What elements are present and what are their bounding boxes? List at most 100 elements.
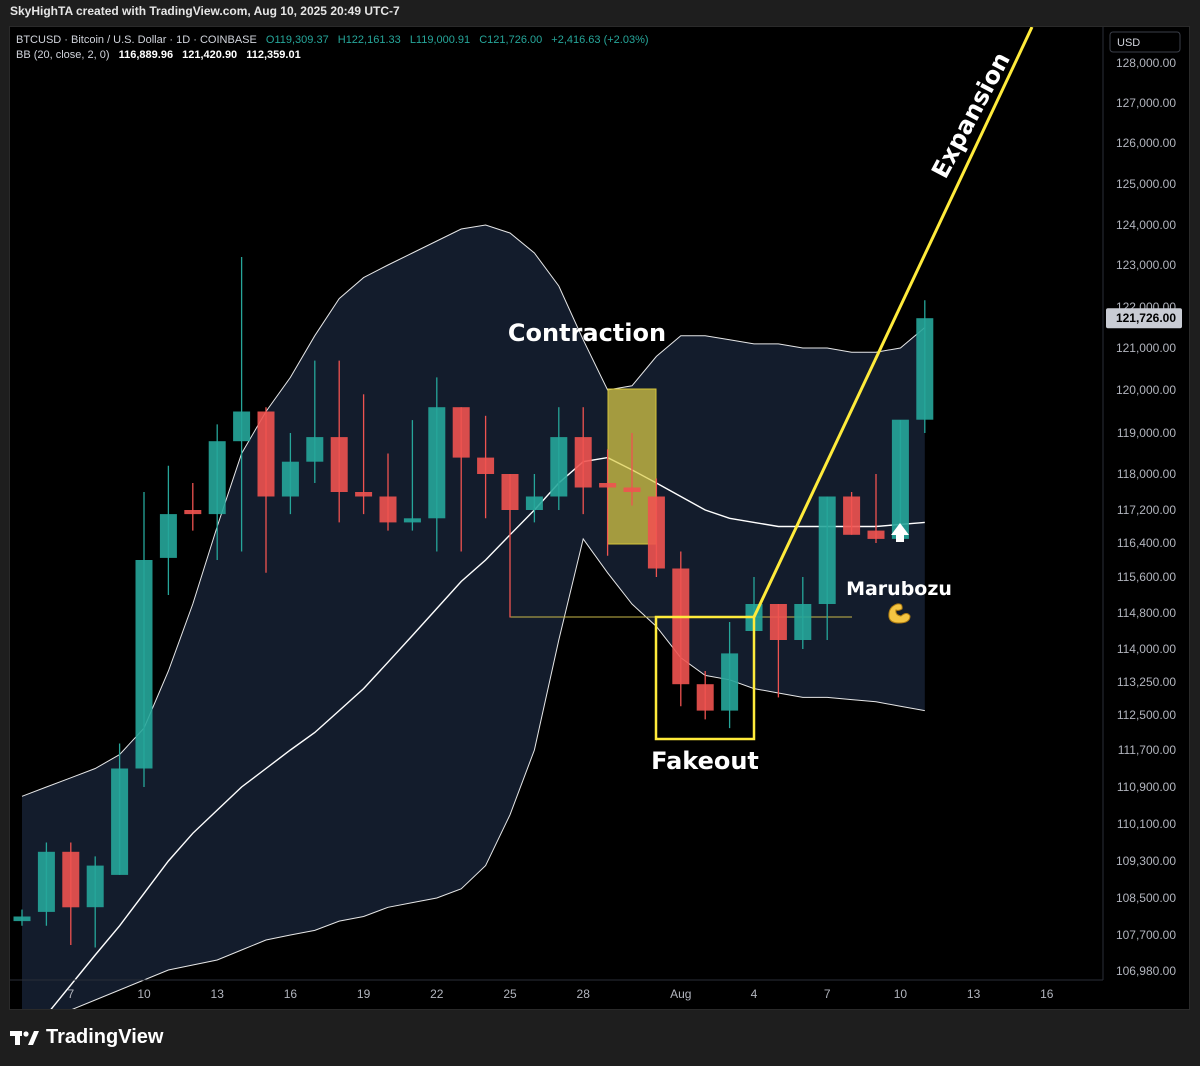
candle-down bbox=[843, 496, 861, 535]
indicator-line: BB (20, close, 2, 0) 116,889.96 121,420.… bbox=[16, 48, 649, 63]
candle-up bbox=[818, 496, 836, 604]
candle-down bbox=[696, 684, 714, 711]
price-tick-label: 126,000.00 bbox=[1116, 136, 1176, 150]
candle-up bbox=[111, 768, 129, 875]
price-tick-label: 109,300.00 bbox=[1116, 854, 1176, 868]
candle-up bbox=[428, 407, 446, 519]
time-tick-label: 10 bbox=[137, 987, 151, 1001]
time-tick-label: 4 bbox=[751, 987, 758, 1001]
bb-band-fill bbox=[22, 225, 925, 1009]
close-value: C121,726.00 bbox=[479, 34, 543, 46]
price-tick-label: 125,000.00 bbox=[1116, 177, 1176, 191]
symbol-line: BTCUSD · Bitcoin / U.S. Dollar · 1D · CO… bbox=[16, 33, 649, 48]
candle-up bbox=[37, 851, 55, 912]
price-axis[interactable]: USD 128,000.00 127,000.00 126,000.00 125,000… bbox=[1102, 27, 1182, 980]
price-tick-label: 111,700.00 bbox=[1118, 743, 1177, 757]
candle-down bbox=[184, 510, 202, 515]
price-tick-label: 114,800.00 bbox=[1117, 606, 1176, 620]
time-tick-label: 19 bbox=[357, 987, 371, 1001]
bb-lower-line bbox=[71, 537, 925, 1009]
price-tick-label: 114,000.00 bbox=[1117, 642, 1176, 656]
candle-up bbox=[86, 865, 104, 908]
price-tick-label: 110,900.00 bbox=[1117, 780, 1176, 794]
chart-legend: BTCUSD · Bitcoin / U.S. Dollar · 1D · CO… bbox=[16, 33, 649, 63]
price-tick-label: 118,000.00 bbox=[1117, 467, 1176, 481]
time-tick-label: 28 bbox=[577, 987, 591, 1001]
candle-down bbox=[257, 411, 275, 497]
price-tick-label: 112,500.00 bbox=[1117, 708, 1176, 722]
candle-up bbox=[13, 916, 31, 922]
price-tick-label: 127,000.00 bbox=[1116, 96, 1176, 110]
expansion-label: Expansion bbox=[926, 48, 1016, 183]
bb-basis-line bbox=[50, 456, 925, 1009]
candlesticks bbox=[13, 257, 934, 948]
change-value: +2,416.63 (+2.03%) bbox=[551, 34, 649, 46]
candle-up bbox=[794, 604, 812, 640]
tradingview-logo-icon bbox=[10, 1030, 39, 1045]
time-tick-label: 7 bbox=[67, 987, 74, 1001]
candle-up bbox=[208, 441, 226, 515]
bb-lower-value: 112,359.01 bbox=[246, 49, 301, 61]
candle-down bbox=[769, 604, 787, 640]
price-tick-label: 116,400.00 bbox=[1117, 536, 1176, 550]
price-tick-label: 110,100.00 bbox=[1117, 817, 1176, 831]
time-axis[interactable]: 7 10 13 16 19 22 25 28 Aug 4 7 10 13 16 bbox=[10, 979, 1103, 1001]
contraction-label: Contraction bbox=[508, 319, 666, 347]
symbol-info: BTCUSD · Bitcoin / U.S. Dollar · 1D · CO… bbox=[16, 34, 257, 46]
chart-credit: SkyHighTA created with TradingView.com, … bbox=[10, 4, 400, 18]
expansion-trendline bbox=[752, 27, 1034, 618]
time-tick-label: 10 bbox=[894, 987, 908, 1001]
candle-down bbox=[867, 530, 885, 539]
time-tick-label: 13 bbox=[211, 987, 225, 1001]
price-tick-label: 119,000.00 bbox=[1117, 426, 1176, 440]
price-tick-label: 107,700.00 bbox=[1116, 928, 1176, 942]
time-tick-label: 25 bbox=[503, 987, 517, 1001]
up-arrow-icon bbox=[891, 523, 909, 542]
candle-up bbox=[281, 461, 299, 497]
bollinger-bands bbox=[21, 224, 926, 1009]
open-value: O119,309.37 bbox=[265, 34, 329, 46]
bb-upper-line bbox=[21, 224, 926, 797]
fakeout-label: Fakeout bbox=[651, 747, 759, 775]
price-tick-label: 115,600.00 bbox=[1117, 570, 1176, 584]
time-tick-label: 22 bbox=[430, 987, 444, 1001]
price-tick-label: 113,250.00 bbox=[1117, 675, 1176, 689]
price-tick-label: 128,000.00 bbox=[1116, 56, 1176, 70]
price-tick-label: 124,000.00 bbox=[1116, 218, 1176, 232]
candle-down bbox=[623, 487, 641, 492]
candle-down bbox=[330, 437, 348, 492]
marubozu-label: Marubozu bbox=[846, 578, 952, 600]
bb-upper-value: 121,420.90 bbox=[182, 49, 238, 61]
candle-down bbox=[355, 492, 373, 497]
candle-up bbox=[891, 419, 909, 539]
currency-box[interactable] bbox=[1109, 31, 1181, 53]
last-price-label: 121,726.00 bbox=[1116, 311, 1176, 325]
time-tick-label: 16 bbox=[1040, 987, 1054, 1001]
candle-down bbox=[379, 496, 397, 523]
price-chart[interactable]: Contraction Fakeout Marubozu Expansion USD 1… bbox=[10, 27, 1190, 1009]
flexed-biceps-icon bbox=[888, 603, 911, 624]
candle-down bbox=[647, 496, 665, 569]
high-value: H122,161.33 bbox=[337, 34, 401, 46]
tradingview-logo[interactable]: TradingView bbox=[10, 1026, 163, 1049]
bb-basis-value: 116,889.96 bbox=[118, 49, 174, 61]
last-price-tag bbox=[1106, 308, 1182, 329]
price-tick-label: 121,000.00 bbox=[1116, 341, 1176, 355]
candle-up bbox=[403, 518, 421, 523]
candle-up bbox=[916, 318, 934, 420]
low-value: L119,000.91 bbox=[409, 34, 471, 46]
candle-down bbox=[452, 407, 470, 458]
candle-up bbox=[525, 496, 543, 510]
time-tick-label: 16 bbox=[284, 987, 298, 1001]
fakeout-box bbox=[654, 615, 756, 741]
candle-up bbox=[306, 437, 324, 462]
time-tick-label: 7 bbox=[824, 987, 831, 1001]
price-tick-label: 117,200.00 bbox=[1117, 503, 1176, 517]
candle-down bbox=[574, 437, 592, 488]
candle-down bbox=[62, 851, 80, 908]
candle-down bbox=[477, 457, 495, 474]
candle-up bbox=[159, 514, 177, 558]
price-tick-label: 123,000.00 bbox=[1116, 258, 1176, 272]
bb-label: BB (20, close, 2, 0) bbox=[16, 49, 110, 61]
currency-label: USD bbox=[1117, 37, 1140, 49]
